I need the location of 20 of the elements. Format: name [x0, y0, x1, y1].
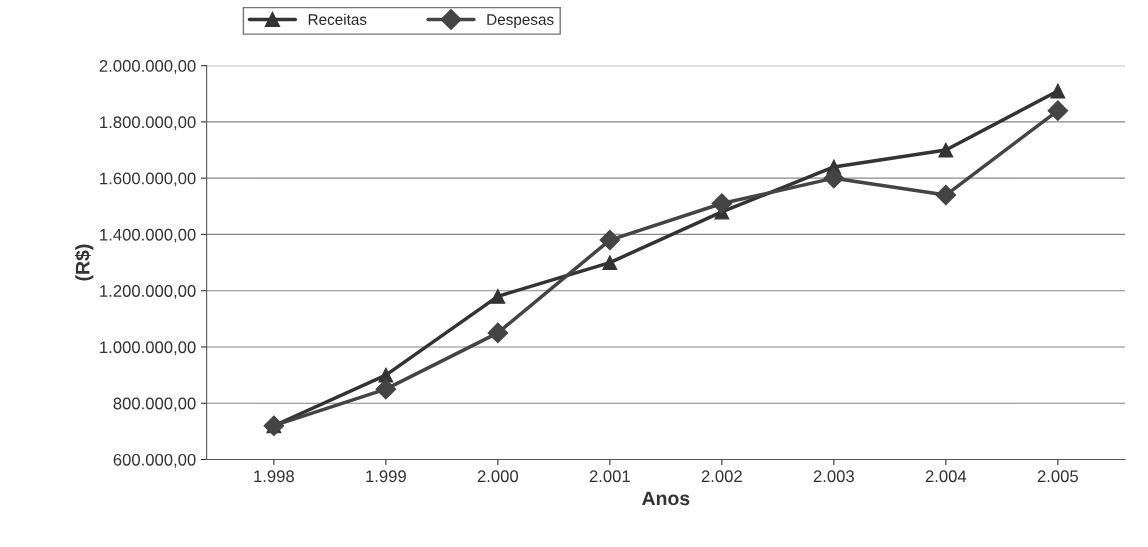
y-tick-label: 800.000,00 [113, 397, 196, 412]
x-tick-label: 1.998 [254, 470, 294, 483]
y-tick-label: 600.000,00 [113, 453, 196, 468]
y-tick-label: 2.000.000,00 [99, 60, 196, 74]
x-tick-label: 2.002 [701, 470, 742, 483]
y-tick-label: 1.400.000,00 [100, 228, 196, 243]
x-tick-label: 2.004 [925, 470, 967, 483]
x-tick-label: 2.003 [813, 470, 854, 483]
x-tick-label: 1.999 [366, 470, 406, 483]
legend-label: Receitas [308, 13, 367, 25]
y-axis-title: (R$) [74, 244, 94, 281]
y-tick-label: 1.600.000,00 [100, 172, 196, 187]
x-tick-label: 2.005 [1037, 470, 1078, 483]
x-axis-title: Anos [642, 491, 690, 506]
y-tick-label: 1.800.000,00 [100, 116, 196, 131]
x-tick-label: 2.001 [589, 470, 630, 483]
y-tick-label: 1.000.000,00 [100, 341, 196, 356]
legend-label: Despesas [487, 14, 554, 28]
x-tick-label: 2.000 [477, 470, 519, 483]
y-tick-label: 1.200.000,00 [100, 285, 196, 299]
